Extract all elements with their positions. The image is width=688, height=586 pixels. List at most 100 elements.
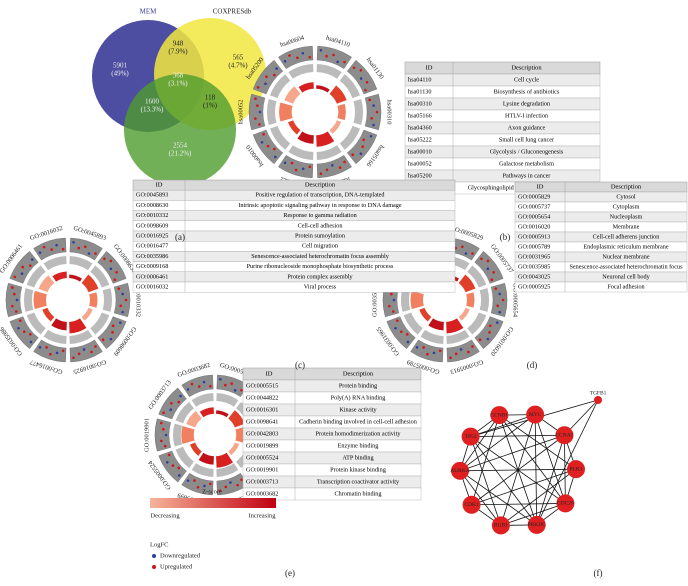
gene-dot (160, 421, 163, 425)
gene-dot (109, 267, 113, 271)
inner-ring (297, 81, 315, 94)
venn (92, 18, 266, 186)
gene-dot (21, 265, 24, 269)
id-cell: GO:0005654 (518, 213, 550, 220)
inner-ring (88, 291, 98, 309)
gene-dot (121, 292, 124, 296)
id-cell: GO:0042803 (246, 430, 278, 437)
gene-dot (18, 319, 22, 322)
middle-ring (173, 423, 183, 447)
description-cell: Membrane (613, 223, 640, 230)
term-label: hsa00052 (237, 100, 244, 125)
legend-item: Upregulated (160, 563, 193, 570)
gene-dot (236, 483, 239, 487)
gene-dot (258, 110, 262, 114)
gene-dot (186, 388, 190, 391)
description-cell: Chromatin binding (335, 490, 382, 497)
legend-title: LogFC (150, 541, 168, 548)
inner-ring (227, 409, 246, 429)
gene-dot (169, 408, 173, 412)
middle-ring (43, 256, 67, 271)
term-label: hsa00310 (386, 100, 393, 125)
panel-label: (b) (500, 232, 511, 242)
term-label: GO:0019901 (143, 418, 150, 452)
gene-dot (308, 55, 312, 59)
id-cell: GO:0006461 (136, 273, 168, 280)
description-cell: Response to gamma radiation (283, 212, 356, 219)
inner-ring (215, 452, 234, 469)
edge (536, 435, 565, 526)
node (527, 515, 546, 534)
middle-ring (403, 312, 423, 335)
inner-ring (41, 307, 55, 323)
gene-dot (177, 474, 181, 477)
panel-label: (c) (295, 360, 305, 370)
gene-dot (471, 345, 474, 348)
gene-dot (42, 245, 46, 249)
id-cell: hsa04360 (408, 124, 432, 131)
gene-dot (325, 54, 328, 58)
description-cell: Lysine degradation (503, 100, 550, 107)
outer-ring (33, 237, 67, 261)
gene-dot (162, 411, 165, 415)
gene-dot (296, 56, 299, 60)
gene-dot (301, 51, 305, 55)
gene-dot (115, 270, 118, 274)
outer-ring (181, 374, 214, 397)
gene-dot (266, 144, 270, 148)
inner-ring (278, 101, 294, 123)
description-cell: Cell migration (302, 243, 338, 250)
middle-ring (90, 312, 110, 335)
gene-dot (391, 310, 395, 313)
gene-dot (454, 352, 458, 356)
term-label: hsa04110 (325, 34, 351, 48)
middle-ring (467, 265, 487, 288)
id-cell: hsa05222 (408, 136, 432, 143)
gene-dot (368, 98, 371, 102)
gene-dot (486, 259, 490, 263)
inner-ring (445, 317, 465, 334)
gene-dot (179, 394, 182, 398)
panel-label: (f) (594, 568, 603, 578)
gene-dot (124, 298, 128, 302)
gene-dot (103, 257, 106, 261)
gene-dot (11, 286, 14, 289)
gene-dot (84, 245, 87, 249)
gene-dot (224, 383, 227, 387)
description-cell: Senescence-associated heterochromatin fo… (251, 253, 390, 260)
outer-ring (181, 473, 214, 496)
gene-dot (331, 163, 334, 167)
outer-ring (278, 45, 314, 69)
description-cell: Axon guidance (508, 124, 546, 131)
gene-dot (400, 330, 403, 334)
circle-plot: GO:0045893GO:0008630GO:0010332GO:0098609… (0, 225, 142, 375)
table: ID Description hsa04110 Cell cycle hsa01130 B… (404, 61, 601, 195)
middle-ring (420, 329, 444, 344)
gene-dot (361, 145, 365, 148)
edge (470, 436, 502, 526)
middle-ring (26, 265, 46, 288)
inner-ring (328, 119, 342, 135)
middle-ring (43, 329, 67, 344)
inner-ring (287, 119, 302, 136)
edge (459, 470, 537, 526)
panel-label: (d) (527, 360, 538, 370)
set-label: COXPRESdb (213, 8, 252, 16)
edge (536, 399, 599, 526)
gene-dot (498, 310, 501, 314)
gene-dot (352, 66, 356, 70)
gene-dot (94, 252, 97, 255)
gene-dot (38, 346, 42, 349)
gene-dot (288, 54, 291, 57)
gene-dot (167, 453, 171, 457)
inner-ring (410, 290, 425, 310)
outer-ring (364, 93, 382, 131)
gene-dot (488, 324, 492, 328)
gene-dot (219, 489, 222, 493)
inner-ring (68, 274, 83, 283)
gene-dot (405, 333, 409, 336)
outer-ring (33, 339, 67, 363)
description-cell: Nuclear membrane (602, 253, 649, 260)
inner-ring (458, 307, 471, 322)
